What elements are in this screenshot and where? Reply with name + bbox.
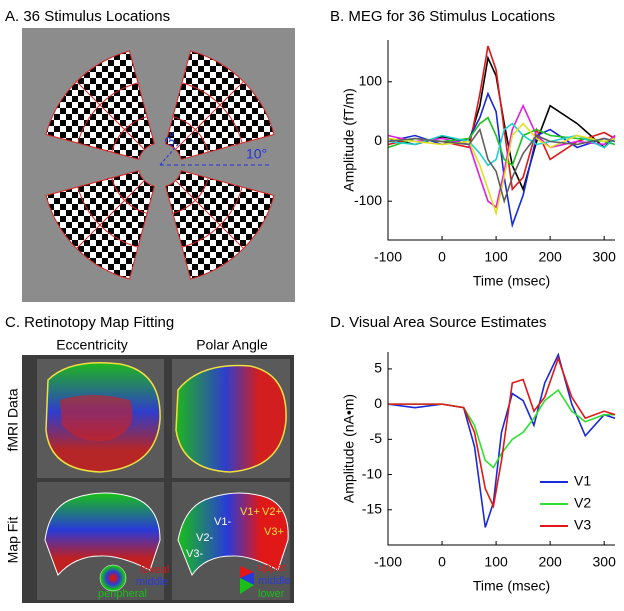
- legend-label: V3: [574, 517, 591, 533]
- legend-label: lower: [258, 588, 285, 600]
- series-line: [387, 45, 616, 192]
- area-label: V3+: [264, 526, 284, 538]
- series-line: [388, 355, 616, 509]
- x-tick-label: 300: [593, 554, 617, 570]
- x-tick-label: 100: [484, 554, 508, 570]
- x-tick-label: 100: [484, 249, 508, 265]
- chart-title: B. MEG for 36 Stimulus Locations: [330, 8, 555, 25]
- legend-label: middle: [136, 576, 168, 588]
- series-line: [387, 55, 616, 192]
- x-tick-label: 0: [438, 554, 446, 570]
- panel-title: A. 36 Stimulus Locations: [5, 8, 170, 25]
- y-tick-label: 5: [374, 360, 382, 376]
- wedge-divider: [175, 81, 244, 150]
- axis-frame: [387, 40, 615, 241]
- stimulus-background: [22, 28, 295, 302]
- x-tick-label: 300: [593, 249, 617, 265]
- y-tick-label: -15: [362, 500, 382, 516]
- eccentricity-line: [159, 141, 181, 166]
- x-axis-label: Time (msec): [473, 273, 550, 289]
- series-line: [387, 122, 616, 217]
- y-tick-label: -100: [354, 192, 382, 208]
- fit-polar-angle: V3- V2- V1- V1+ V2+ V3+ upper middle low…: [172, 482, 290, 600]
- area-label: V2-: [196, 532, 213, 544]
- x-tick-label: 200: [538, 249, 562, 265]
- y-tick-label: 0: [374, 395, 382, 411]
- y-tick-label: 100: [359, 72, 383, 88]
- area-label: V1-: [214, 516, 231, 528]
- fmri-eccentricity: [37, 359, 164, 478]
- wedge-divider: [76, 81, 145, 150]
- fit-eccentricity: foveal middle peripheral: [37, 482, 169, 600]
- axis-frame: [387, 352, 615, 546]
- y-axis-label: Amplitude (fT/m): [341, 88, 357, 191]
- column-label: Polar Angle: [196, 337, 268, 353]
- legend-label: peripheral: [98, 588, 147, 600]
- series-line: [387, 127, 616, 204]
- wedge-divider: [76, 180, 145, 249]
- x-tick-label: 200: [538, 554, 562, 570]
- y-tick-label: 0: [374, 132, 382, 148]
- y-tick-label: -10: [362, 465, 382, 481]
- y-axis-label: Amplitude (nA•m): [341, 394, 357, 503]
- panel-title: C. Retinotopy Map Fitting: [5, 314, 174, 331]
- x-tick-label: -100: [374, 554, 402, 570]
- scale-label: 10°: [246, 146, 267, 162]
- stimulus-wedges: [45, 50, 275, 280]
- chart-title: D. Visual Area Source Estimates: [330, 314, 547, 331]
- legend-label: foveal: [140, 564, 169, 576]
- x-tick-label: 0: [438, 249, 446, 265]
- fmri-polar-angle: [172, 359, 290, 478]
- legend-label: V1: [574, 473, 591, 489]
- legend-label: V2: [574, 495, 591, 511]
- x-tick-label: -100: [374, 249, 402, 265]
- series-line: [387, 122, 616, 167]
- area-label: V2+: [262, 506, 282, 518]
- y-tick-label: -5: [370, 430, 383, 446]
- column-label: Eccentricity: [56, 337, 128, 353]
- x-axis-label: Time (msec): [473, 578, 550, 594]
- row-label: fMRI Data: [5, 388, 21, 451]
- row-label: Map Fit: [5, 517, 21, 564]
- area-label: V3-: [186, 548, 203, 560]
- area-label: V1+: [240, 506, 260, 518]
- legend-label: upper: [258, 562, 286, 574]
- legend-label: middle: [258, 575, 290, 587]
- wedge-divider: [175, 180, 244, 249]
